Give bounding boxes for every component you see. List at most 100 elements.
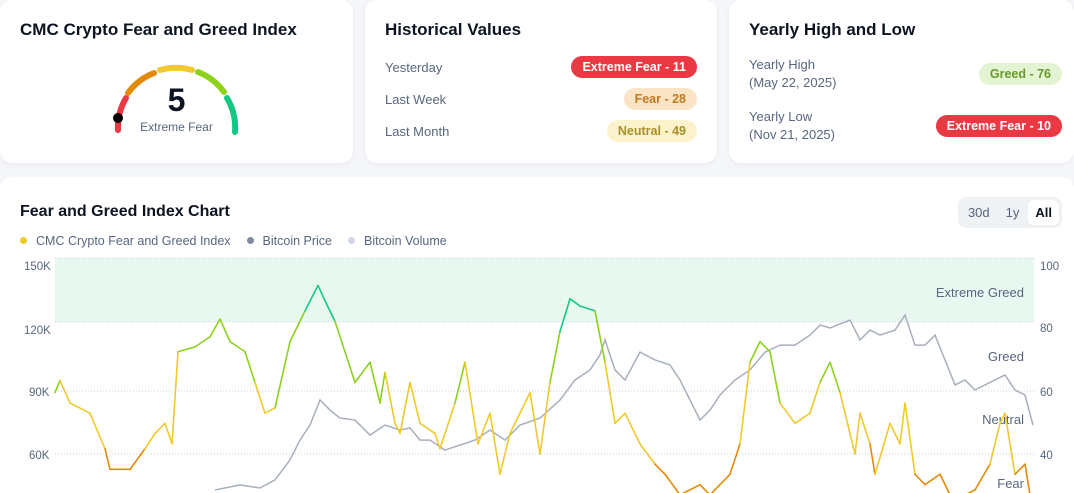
fear-greed-segment bbox=[966, 489, 976, 493]
fear-greed-segment bbox=[177, 346, 196, 353]
fear-greed-segment bbox=[999, 412, 1006, 425]
yearly-low-date: (Nov 21, 2025) bbox=[749, 127, 835, 142]
fear-greed-segment bbox=[819, 361, 831, 384]
right-tick: 80 bbox=[1040, 323, 1053, 335]
fear-greed-segment bbox=[334, 320, 346, 353]
fear-greed-segment bbox=[809, 381, 821, 414]
gauge-pointer bbox=[113, 113, 123, 123]
legend-bitcoin-volume[interactable]: Bitcoin Volume bbox=[348, 234, 447, 248]
zone-label-greed: Greed bbox=[988, 349, 1024, 364]
right-tick: 100 bbox=[1040, 261, 1059, 273]
fear-greed-segment bbox=[829, 361, 841, 394]
right-tick: 60 bbox=[1040, 387, 1053, 399]
yearly-title: Yearly High and Low bbox=[749, 20, 916, 39]
fear-greed-segment bbox=[209, 318, 221, 338]
fear-greed-segment bbox=[869, 443, 876, 476]
fear-greed-segment bbox=[229, 340, 246, 353]
gauge-segment-greed bbox=[195, 69, 227, 95]
fear-greed-segment bbox=[914, 473, 926, 486]
row-label: Last Week bbox=[385, 91, 447, 107]
fear-greed-segment bbox=[654, 463, 666, 476]
historical-row-yesterday: Yesterday Extreme Fear - 11 bbox=[385, 56, 697, 78]
fear-greed-segment bbox=[129, 447, 146, 471]
fear-greed-segment bbox=[104, 447, 111, 471]
yearly-high-date: (May 22, 2025) bbox=[749, 75, 837, 90]
fear-greed-segment bbox=[1014, 463, 1026, 476]
left-tick: 120K bbox=[24, 325, 51, 337]
fear-greed-segment bbox=[59, 379, 71, 404]
fear-greed-segment bbox=[889, 422, 901, 445]
legend-label: Bitcoin Volume bbox=[364, 234, 447, 248]
fear-greed-segment bbox=[324, 299, 336, 323]
range-all-button[interactable]: All bbox=[1028, 200, 1059, 225]
fear-greed-segment bbox=[477, 412, 491, 445]
zone-label-fear: Fear bbox=[997, 476, 1024, 491]
fear-greed-segment bbox=[539, 381, 551, 455]
fear-greed-segment bbox=[254, 381, 266, 414]
status-badge: Neutral - 49 bbox=[606, 120, 697, 142]
legend-bitcoin-price[interactable]: Bitcoin Price bbox=[246, 234, 333, 248]
fear-greed-segment bbox=[549, 330, 561, 384]
legend-label: CMC Crypto Fear and Greed Index bbox=[36, 234, 231, 248]
fear-greed-segment bbox=[664, 473, 680, 493]
yearly-high-label: Yearly High bbox=[749, 57, 816, 72]
yearly-card: Yearly High and Low Yearly High (May 22, … bbox=[729, 0, 1074, 163]
zone-label-neutral: Neutral bbox=[982, 412, 1024, 427]
fear-greed-segment bbox=[464, 361, 479, 445]
row-label: Last Month bbox=[385, 123, 450, 139]
row-label: Yesterday bbox=[385, 59, 443, 75]
fear-greed-segment bbox=[509, 412, 521, 435]
chart-title: Fear and Greed Index Chart bbox=[20, 203, 230, 220]
gauge bbox=[113, 64, 239, 135]
fear-greed-segment bbox=[639, 443, 656, 465]
status-badge: Fear - 28 bbox=[623, 88, 697, 110]
fear-greed-segment bbox=[454, 361, 466, 404]
historical-row-last-week: Last Week Fear - 28 bbox=[385, 88, 697, 110]
fear-greed-segment bbox=[729, 443, 741, 476]
fear-greed-segment bbox=[681, 483, 701, 493]
fear-greed-segment bbox=[989, 422, 1001, 465]
left-tick: 90K bbox=[29, 387, 50, 399]
fear-greed-segment bbox=[769, 350, 781, 404]
fear-greed-segment bbox=[344, 350, 356, 384]
fear-greed-segment bbox=[409, 381, 421, 425]
fear-greed-segment bbox=[710, 473, 731, 493]
yearly-low-row: Yearly Low (Nov 21, 2025) Extreme Fear - … bbox=[749, 108, 1062, 144]
fear-greed-segment bbox=[904, 402, 916, 476]
bitcoin-price-line bbox=[214, 313, 1034, 491]
fear-greed-segment bbox=[759, 340, 771, 353]
historical-row-last-month: Last Month Neutral - 49 bbox=[385, 120, 697, 142]
range-1y-button[interactable]: 1y bbox=[1005, 205, 1020, 220]
fear-greed-segment bbox=[874, 422, 891, 476]
yearly-high-row: Yearly High (May 22, 2025) Greed - 76 bbox=[749, 56, 1062, 92]
fear-greed-segment bbox=[394, 422, 401, 435]
fear-greed-segment bbox=[489, 412, 501, 476]
fear-greed-segment bbox=[354, 361, 371, 384]
index-value: 5 bbox=[167, 82, 186, 118]
chart-legend: CMC Crypto Fear and Greed Index Bitcoin … bbox=[20, 234, 447, 248]
status-badge: Extreme Fear - 10 bbox=[935, 115, 1062, 137]
range-30d-button[interactable]: 30d bbox=[967, 205, 990, 220]
legend-label: Bitcoin Price bbox=[262, 234, 333, 248]
index-card: CMC Crypto Fear and Greed Index 5 Extrem… bbox=[0, 0, 353, 163]
fear-greed-segment bbox=[171, 350, 179, 445]
fear-greed-segment bbox=[559, 298, 571, 333]
fear-greed-segment bbox=[974, 463, 991, 491]
fear-greed-segment bbox=[614, 412, 626, 425]
fear-greed-segment bbox=[304, 284, 319, 312]
fear-greed-segment bbox=[499, 432, 511, 476]
gauge-segment-fear bbox=[125, 70, 157, 96]
fear-greed-segment bbox=[244, 350, 256, 384]
fear-greed-segment bbox=[859, 412, 871, 445]
fear-greed-segment bbox=[739, 361, 751, 445]
fear-greed-segment bbox=[289, 310, 306, 343]
fear-greed-segment bbox=[419, 422, 436, 435]
fear-greed-segment bbox=[519, 391, 531, 414]
fear-greed-segment bbox=[219, 318, 231, 343]
legend-fear-greed[interactable]: CMC Crypto Fear and Greed Index bbox=[20, 234, 231, 248]
fear-greed-segment bbox=[779, 402, 796, 425]
fear-greed-segment bbox=[164, 422, 173, 445]
fear-greed-segment bbox=[89, 412, 106, 450]
fear-greed-segment bbox=[569, 298, 581, 307]
